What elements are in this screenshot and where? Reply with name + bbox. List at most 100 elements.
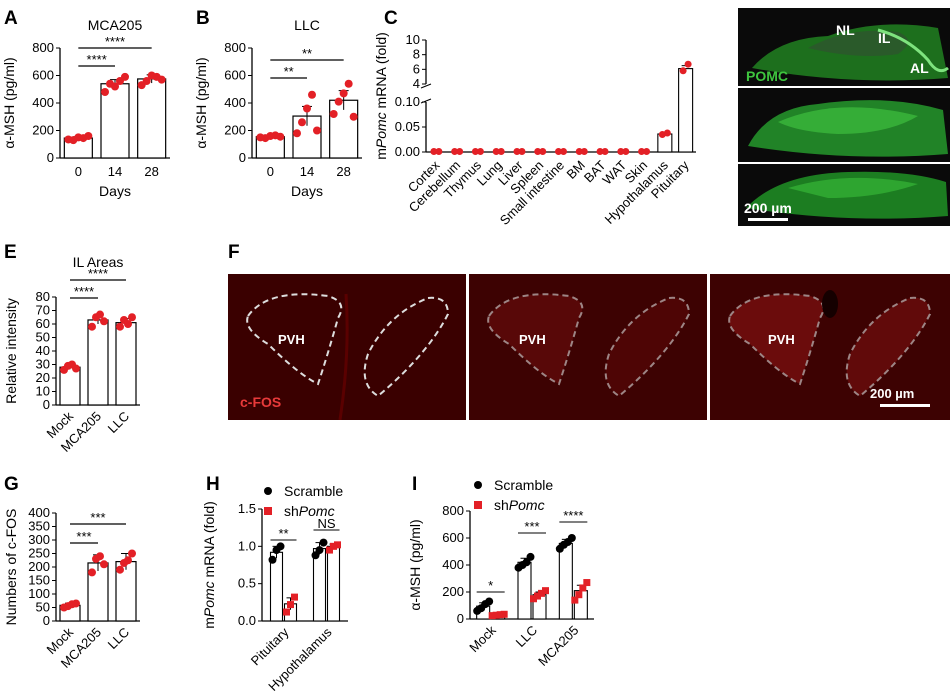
significance-label: ** [278, 526, 288, 541]
data-point-Scramble [315, 546, 324, 555]
data-point-shPomc [538, 589, 545, 597]
data-point [663, 129, 671, 137]
data-point [96, 310, 104, 319]
data-point [643, 148, 651, 155]
data-point-shPomc [571, 596, 579, 604]
pituitary-llc-illustration [746, 171, 948, 219]
data-point [96, 552, 104, 561]
x-tick-label: 0 [75, 164, 82, 179]
y-tick-label: 800 [32, 40, 54, 55]
x-tick-label: 28 [144, 164, 158, 179]
axis-break-mark [420, 83, 432, 89]
data-point [100, 317, 108, 326]
data-point-Scramble [319, 538, 328, 547]
y-axis-label: Numbers of c-FOS [3, 509, 19, 626]
data-point [111, 82, 119, 91]
legend-label-Scramble: Scramble [494, 477, 553, 493]
data-point-Scramble [276, 542, 285, 551]
data-point [72, 364, 80, 373]
panel-d-scale-bar-label: 200 µm [744, 200, 792, 216]
data-point [84, 132, 93, 140]
data-point-shPomc [492, 611, 500, 619]
data-point [128, 549, 136, 558]
data-point-shPomc [334, 541, 341, 549]
y-tick-label: 0 [239, 150, 246, 165]
panel-f-image-mca205: PVH [469, 274, 707, 420]
data-point [492, 148, 500, 155]
bar-LLC [115, 322, 137, 406]
y-tick-label: 800 [442, 503, 464, 518]
y-tick-label: 300 [28, 532, 50, 547]
data-point [303, 104, 311, 113]
data-point-shPomc [330, 542, 337, 550]
data-point [128, 313, 136, 322]
data-point [513, 148, 521, 155]
panel-letter-g: G [4, 474, 19, 495]
pvh-label-mock: PVH [278, 332, 305, 347]
chart-title: LLC [294, 17, 320, 33]
panel-d-image-mock: NL IL AL POMC [738, 8, 950, 86]
y-tick-label: 400 [32, 95, 54, 110]
pvh-mca205-illustration [487, 293, 691, 398]
y-tick-label: 350 [28, 519, 50, 534]
data-point [298, 118, 306, 127]
y-axis-label: mPomc mRNA (fold) [201, 501, 217, 629]
y-tick-label: 50 [36, 330, 50, 345]
data-point-shPomc [583, 579, 591, 587]
y-tick-label: 1.0 [238, 538, 256, 553]
y-tick-label: 80 [36, 289, 50, 304]
data-point [72, 599, 80, 608]
legend-marker-shPomc [264, 507, 272, 515]
data-point-shPomc [326, 546, 333, 554]
panel-d-image-llc: 200 µm [738, 164, 950, 226]
y-tick-label: 0.0 [238, 613, 256, 628]
data-point-shPomc [530, 595, 537, 603]
pvh-label-mca205: PVH [519, 332, 546, 347]
panel-letter-a: A [4, 8, 18, 29]
y-tick-label: 10 [36, 384, 50, 399]
data-point [476, 148, 484, 155]
data-point-shPomc [542, 587, 549, 595]
data-point-shPomc [287, 601, 294, 609]
data-point [575, 148, 583, 155]
panel-d-scale-bar [748, 218, 788, 221]
x-tick-label: 14 [108, 164, 122, 179]
y-tick-label: 0 [47, 150, 54, 165]
y-tick-label: 0 [457, 611, 464, 626]
y-axis-label: Relative intensity [3, 298, 19, 404]
data-point-shPomc [488, 612, 496, 620]
data-point [293, 129, 301, 138]
cfos-stain-label: c-FOS [240, 394, 282, 410]
y-tick-label: 800 [224, 40, 246, 55]
y-tick-label: 400 [224, 95, 246, 110]
y-tick-label: 0 [43, 613, 50, 628]
data-point [596, 148, 604, 155]
panel-letter-i: I [412, 474, 417, 495]
data-point [344, 79, 353, 88]
x-tick-label: LLC [105, 625, 132, 652]
bar-14 [100, 83, 130, 159]
y-tick-label: 600 [224, 68, 246, 83]
panel-i-chart: 0 200 400 600 800 Mock * LLC *** MCA205 **** Scramb… [407, 477, 594, 669]
data-point [116, 322, 124, 331]
significance-label: *** [90, 510, 105, 525]
y-tick-label: 400 [442, 557, 464, 572]
x-tick-label: MCA205 [535, 623, 581, 669]
y-tick-label: 6 [413, 61, 420, 76]
y-tick-label: 1.5 [238, 501, 256, 516]
y-tick-label: 600 [32, 68, 54, 83]
x-tick-label: Mock [466, 622, 499, 655]
panel-letter-f: F [228, 242, 240, 263]
x-axis-label: Days [99, 183, 131, 199]
data-point [124, 320, 132, 328]
y-tick-label: 40 [36, 343, 50, 358]
panel-letter-c: C [384, 8, 398, 29]
data-point-shPomc [283, 608, 290, 616]
data-point [88, 568, 96, 577]
data-point [116, 565, 124, 574]
data-point-shPomc [534, 592, 541, 600]
significance-label: **** [88, 266, 108, 281]
